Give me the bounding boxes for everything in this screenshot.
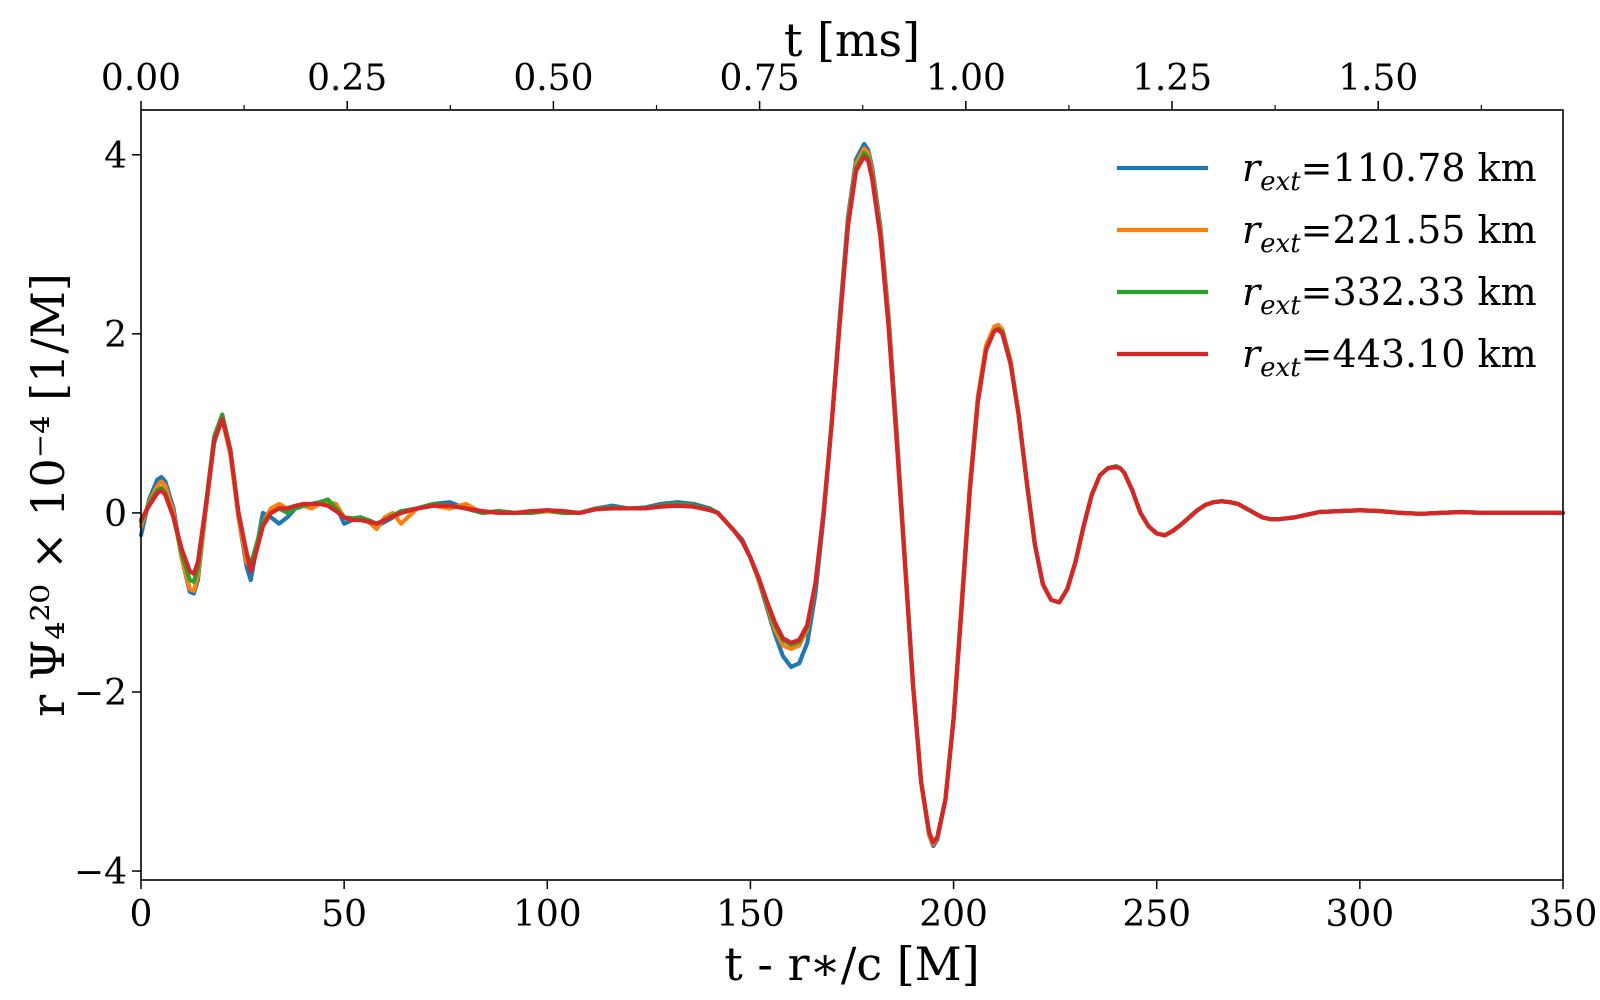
x-tick-label: 100 [513,894,582,935]
x-tick-label: 350 [1529,894,1598,935]
bottom-x-axis: 0 50 100 150 200 250 300 350 [130,880,1598,935]
y-tick-label: 2 [104,315,127,356]
top-x-tick-label: 0.75 [720,58,800,99]
x-tick-label: 200 [919,894,988,935]
top-x-tick-label: 1.00 [926,58,1006,99]
top-x-axis-title: t [ms] [784,13,920,67]
legend: rext=110.78 km rext=221.55 km rext=332.33 … [1117,146,1537,383]
x-tick-label: 250 [1122,894,1191,935]
x-tick-label: 300 [1325,894,1394,935]
top-x-tick-label: 1.25 [1132,58,1212,99]
series-line-4 [138,154,1566,845]
y-tick-label: −4 [74,852,127,893]
top-x-tick-label: 0.50 [513,58,593,99]
y-tick-label: −2 [74,673,127,714]
x-axis-title: t - r∗/c [M] [724,937,979,991]
legend-label-2: rext=221.55 km [1242,208,1537,259]
y-tick-label: 0 [104,494,127,535]
top-x-tick-label: 1.50 [1338,58,1418,99]
series-line-2 [138,146,1566,847]
series-line-3 [138,150,1566,845]
y-axis-title: r Ψ₄²⁰ × 10⁻⁴ [1/M] [21,273,75,717]
x-tick-label: 50 [321,894,367,935]
top-x-axis: 0.00 0.25 0.50 0.75 1.00 1.25 1.50 [101,58,1482,110]
top-x-tick-label: 0.25 [307,58,387,99]
legend-label-1: rext=110.78 km [1242,146,1537,197]
x-tick-label: 0 [130,894,153,935]
legend-label-4: rext=443.10 km [1242,332,1537,383]
legend-label-3: rext=332.33 km [1242,270,1537,321]
plot-frame [140,109,1564,881]
top-x-tick-label: 0.00 [101,58,181,99]
y-tick-label: 4 [104,136,127,177]
series-layer [138,141,1566,849]
x-tick-label: 150 [716,894,785,935]
y-axis: −4 −2 0 2 4 [74,136,141,893]
